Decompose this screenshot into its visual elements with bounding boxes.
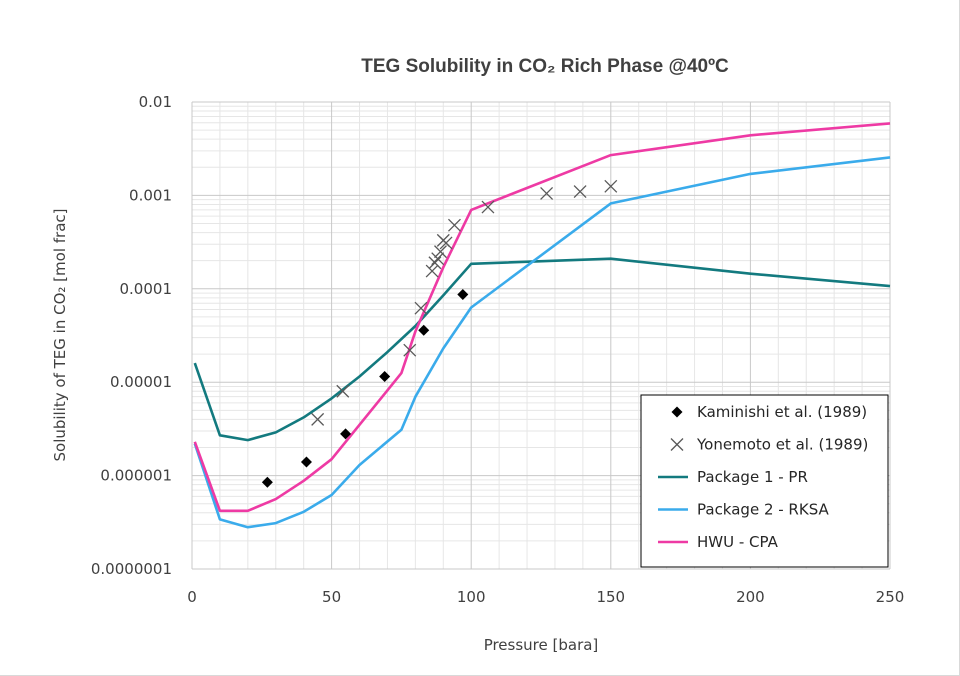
legend-label-kaminishi-et-al-1989: Kaminishi et al. (1989) xyxy=(697,403,867,421)
x-tick-label: 50 xyxy=(322,588,341,606)
data-point-yonemoto-et-al-1989 xyxy=(414,301,428,315)
legend-label-package-1-pr: Package 1 - PR xyxy=(697,468,808,486)
data-point-kaminishi-et-al-1989 xyxy=(340,428,352,440)
data-point-yonemoto-et-al-1989-stroke-b xyxy=(573,185,587,198)
data-point-yonemoto-et-al-1989-stroke-b xyxy=(431,252,445,266)
legend-swatch-yonemoto-et-al-1989 xyxy=(670,438,684,451)
data-point-kaminishi-et-al-1989 xyxy=(261,476,273,488)
data-point-yonemoto-et-al-1989 xyxy=(311,412,325,426)
data-point-yonemoto-et-al-1989 xyxy=(439,236,453,250)
data-point-yonemoto-et-al-1989-stroke-b xyxy=(439,236,453,250)
data-point-yonemoto-et-al-1989-stroke-b xyxy=(447,218,461,232)
data-point-yonemoto-et-al-1989 xyxy=(428,256,442,270)
y-tick-labels: 0.0000001 0.000001 0.00001 0.0001 0.001 0.01 xyxy=(91,93,172,578)
y-tick-label: 0.001 xyxy=(129,186,172,204)
data-point-kaminishi-et-al-1989 xyxy=(457,288,469,300)
legend-label-yonemoto-et-al-1989: Yonemoto et al. (1989) xyxy=(696,436,868,454)
x-tick-label: 0 xyxy=(187,588,197,606)
y-tick-label: 0.01 xyxy=(139,93,172,111)
legend-label-hwu-cpa: HWU - CPA xyxy=(697,533,779,551)
x-tick-label: 100 xyxy=(457,588,486,606)
data-point-yonemoto-et-al-1989-stroke-b xyxy=(540,186,554,200)
data-point-yonemoto-et-al-1989-stroke-b xyxy=(481,200,495,214)
data-point-yonemoto-et-al-1989-stroke-b xyxy=(336,384,350,398)
series-line-hwu-cpa xyxy=(193,122,891,513)
series-markers xyxy=(261,179,618,488)
legend-swatch-kaminishi-et-al-1989 xyxy=(671,406,683,418)
x-axis-title: Pressure [bara] xyxy=(484,636,599,654)
legend-box xyxy=(640,394,889,568)
x-tick-labels: 0 50 100 150 200 250 xyxy=(187,588,904,606)
data-point-yonemoto-et-al-1989 xyxy=(431,252,445,266)
data-point-yonemoto-et-al-1989 xyxy=(447,218,461,232)
legend-swatch-yonemoto-et-al-1989-stroke-b xyxy=(670,438,684,451)
y-tick-label: 0.0000001 xyxy=(91,560,172,578)
data-point-yonemoto-et-al-1989-stroke-b xyxy=(604,179,618,193)
y-axis-title: Solubility of TEG in CO₂ [mol frac] xyxy=(51,208,69,461)
legend: Kaminishi et al. (1989) Yonemoto et al. (… xyxy=(640,394,889,568)
data-point-yonemoto-et-al-1989-stroke-b xyxy=(428,256,442,270)
chart-title: TEG Solubility in CO₂ Rich Phase @40ºC xyxy=(361,56,729,77)
data-point-yonemoto-et-al-1989 xyxy=(434,245,447,259)
data-point-yonemoto-et-al-1989 xyxy=(540,186,554,200)
data-point-yonemoto-et-al-1989-stroke-b xyxy=(403,343,417,357)
x-tick-label: 200 xyxy=(736,588,765,606)
data-point-kaminishi-et-al-1989 xyxy=(418,324,430,336)
data-point-yonemoto-et-al-1989-stroke-b xyxy=(311,412,325,426)
data-point-yonemoto-et-al-1989 xyxy=(336,384,350,398)
data-point-yonemoto-et-al-1989 xyxy=(604,179,618,193)
series-lines xyxy=(193,122,891,529)
y-tick-label: 0.000001 xyxy=(100,467,172,485)
series-line-package-1-pr xyxy=(193,257,891,442)
data-point-yonemoto-et-al-1989 xyxy=(403,343,417,357)
data-point-kaminishi-et-al-1989 xyxy=(300,456,312,468)
data-point-kaminishi-et-al-1989 xyxy=(379,371,391,383)
data-point-yonemoto-et-al-1989 xyxy=(573,185,587,198)
legend-label-package-2-rksa: Package 2 - RKSA xyxy=(697,501,829,519)
data-point-yonemoto-et-al-1989-stroke-b xyxy=(414,301,428,315)
data-point-yonemoto-et-al-1989 xyxy=(425,264,439,278)
y-tick-label: 0.0001 xyxy=(120,280,173,298)
x-tick-label: 150 xyxy=(596,588,625,606)
data-point-yonemoto-et-al-1989 xyxy=(481,200,495,214)
series-line-package-2-rksa xyxy=(193,156,891,529)
y-tick-label: 0.00001 xyxy=(110,373,172,391)
data-point-yonemoto-et-al-1989-stroke-b xyxy=(434,245,447,259)
data-point-yonemoto-et-al-1989-stroke-b xyxy=(425,264,439,278)
x-tick-label: 250 xyxy=(876,588,905,606)
